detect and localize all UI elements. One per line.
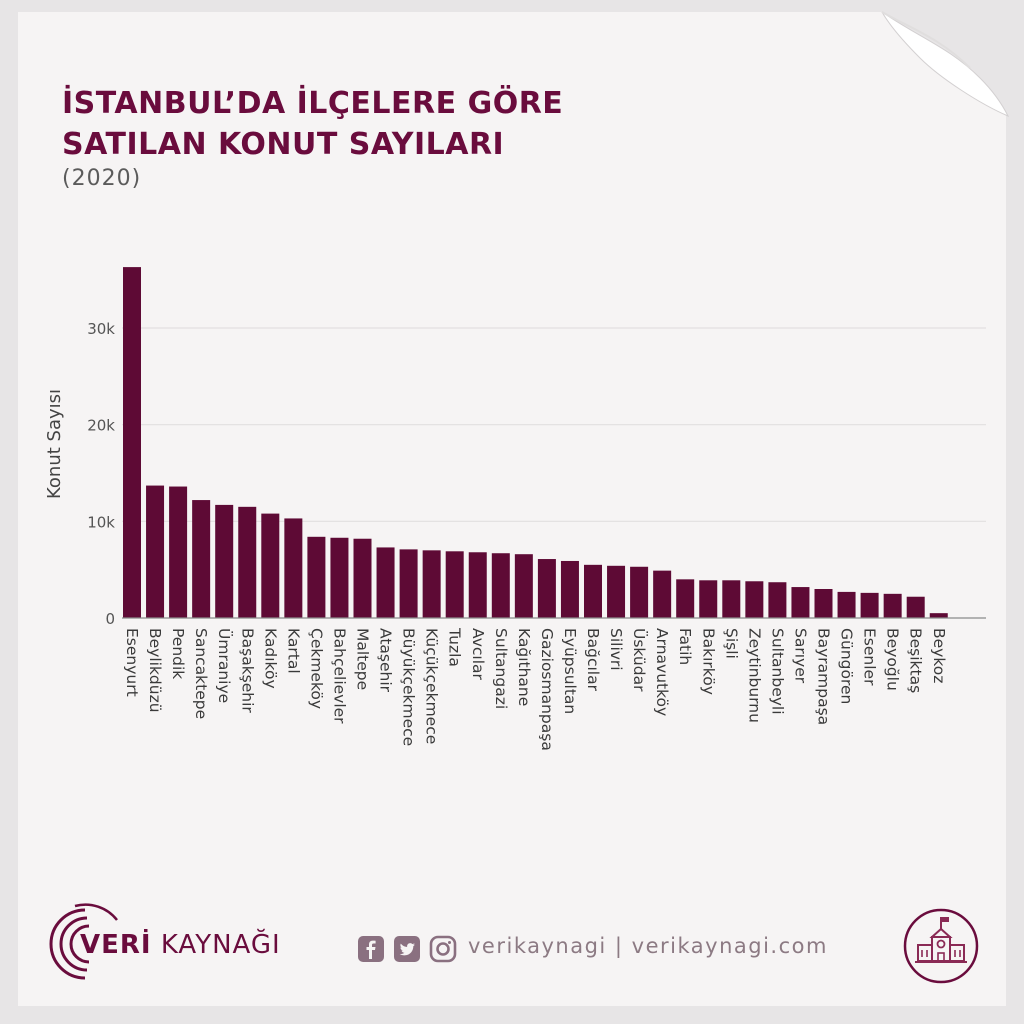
x-tick-label: Ataşehir: [377, 628, 395, 693]
title-line-2: SATILAN KONUT SAYILARI: [62, 127, 505, 162]
bar: [353, 538, 372, 618]
bar: [169, 486, 188, 618]
x-tick-label: Sancaktepe: [192, 628, 210, 719]
x-tick-label: Esenyurt: [123, 628, 141, 697]
brand-logo-icon: [49, 903, 118, 980]
x-tick-label: Kağıthane: [515, 628, 533, 706]
bar: [676, 579, 695, 618]
y-tick-label: 0: [105, 610, 115, 628]
bar: [376, 547, 395, 618]
x-tick-label: Kadıköy: [261, 628, 279, 689]
title-line-1: İSTANBUL’DA İLÇELERE GÖRE: [62, 86, 564, 121]
bar: [491, 553, 510, 618]
bar: [814, 589, 833, 618]
y-axis-label: Konut Sayısı: [44, 389, 65, 499]
bar: [722, 580, 741, 618]
school-building-icon: [903, 908, 979, 984]
x-tick-label: Silivri: [607, 628, 625, 671]
brand-name-bold: VERİ: [80, 930, 152, 960]
x-tick-label: Bakırköy: [699, 628, 717, 695]
y-axis-ticks: 0 10k 20k 30k: [87, 320, 115, 628]
x-tick-label: Avcılar: [469, 628, 487, 681]
chart-title: İSTANBUL’DA İLÇELERE GÖRE SATILAN KONUT …: [62, 83, 762, 165]
x-tick-label: Üsküdar: [630, 628, 649, 692]
x-tick-label: Beykoz: [930, 628, 948, 683]
x-tick-label: Arnavutköy: [653, 628, 671, 716]
x-tick-label: Bağcılar: [584, 628, 602, 692]
bar: [860, 592, 879, 618]
x-tick-label: Esenler: [861, 628, 879, 686]
x-tick-label: Başakşehir: [238, 628, 256, 713]
x-tick-label: Gaziosmanpaşa: [538, 628, 556, 751]
bar: [883, 593, 902, 618]
x-tick-label: Kartal: [284, 628, 302, 674]
bar: [330, 537, 349, 618]
bar: [422, 550, 441, 618]
x-tick-label: Tuzla: [446, 627, 464, 667]
bar: [445, 551, 464, 618]
y-tick-label: 30k: [87, 320, 115, 338]
y-tick-label: 20k: [87, 417, 115, 435]
x-tick-label: Sultangazi: [492, 628, 510, 709]
x-tick-label: Eyüpsultan: [561, 628, 579, 714]
bar: [560, 560, 579, 618]
chart-subtitle: (2020): [62, 166, 142, 191]
x-tick-label: Sarıyer: [791, 628, 809, 684]
grid-lines: [122, 327, 986, 522]
x-axis-labels: Esenyurt Beylikdüzü Pendik Sancaktepe Ümrani…: [123, 627, 948, 751]
facebook-icon[interactable]: [357, 935, 385, 963]
bar: [584, 564, 602, 618]
x-tick-label: Beyoğlu: [884, 628, 902, 691]
twitter-icon[interactable]: [393, 935, 421, 963]
bar: [791, 587, 810, 618]
bar: [399, 549, 418, 618]
x-tick-label: Çekmeköy: [307, 628, 325, 709]
bar: [146, 485, 165, 618]
bar: [906, 596, 925, 618]
x-tick-label: Şişli: [722, 628, 740, 659]
x-tick-label: Büyükçekmece: [400, 628, 418, 746]
bar: [699, 580, 718, 618]
bar: [238, 506, 257, 618]
bar-chart: 0 10k 20k 30k Konut Sayısı Esenyurt Beylikdü…: [44, 267, 986, 751]
bar: [284, 518, 303, 618]
page-curl-decoration: [881, 11, 1010, 118]
x-tick-label: Zeytinburnu: [745, 628, 763, 723]
x-tick-label: Maltepe: [354, 628, 372, 690]
social-handle: verikaynagi | verikaynagi.com: [468, 934, 828, 958]
bar: [123, 267, 141, 618]
instagram-icon[interactable]: [429, 935, 457, 963]
bar: [653, 570, 672, 618]
bar: [768, 582, 787, 618]
bar: [630, 566, 649, 618]
y-tick-label: 10k: [87, 513, 115, 531]
bar: [607, 565, 626, 618]
x-tick-label: Güngören: [838, 628, 856, 704]
bar: [261, 513, 280, 618]
bar: [468, 552, 487, 618]
bar: [307, 536, 326, 618]
x-tick-label: Ümraniye: [215, 628, 234, 703]
x-tick-label: Pendik: [169, 628, 187, 679]
bar: [837, 591, 856, 618]
bar: [745, 581, 764, 618]
bar: [514, 554, 533, 618]
bar: [929, 613, 948, 618]
x-tick-label: Bayrampaşa: [815, 628, 833, 725]
x-tick-label: Sultanbeyli: [768, 628, 786, 715]
x-tick-label: Fatih: [676, 628, 694, 665]
bar: [192, 500, 211, 618]
x-tick-label: Bahçelievler: [330, 628, 348, 724]
social-icons: [357, 932, 457, 966]
x-tick-label: Küçükçekmece: [423, 628, 441, 744]
brand-name-rest: KAYNAĞI: [151, 930, 281, 960]
x-tick-label: Beşiktaş: [907, 628, 925, 693]
bars: [123, 267, 948, 618]
x-tick-label: Beylikdüzü: [146, 628, 164, 713]
brand-name: VERİ KAYNAĞI: [80, 930, 281, 960]
bar: [215, 504, 234, 618]
bar: [537, 559, 556, 618]
